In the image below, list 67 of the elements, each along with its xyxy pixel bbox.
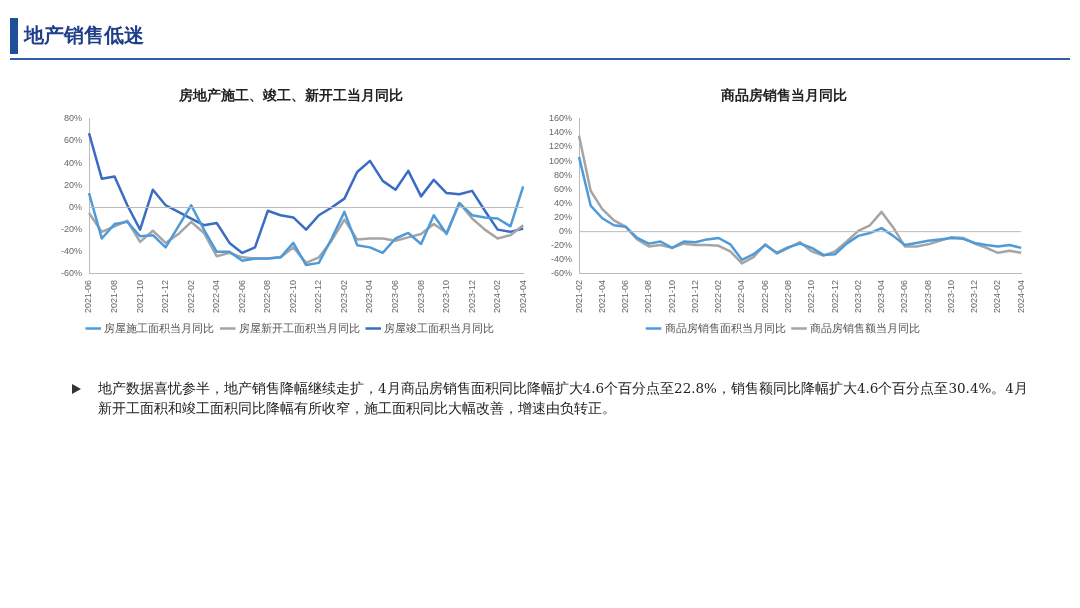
x-tick-label: 2022-10	[806, 279, 817, 313]
x-tick-label: 2021-02	[573, 279, 584, 313]
legend-label: 商品房销售面积当月同比	[664, 321, 786, 334]
text: 地产数据喜忧参半，地产销售降幅继续走扩，4月商品房销售面积同比降幅扩大4.6个百分点至22.8%，销售额同比降幅扩大4.6个百分点至30.4%。4月新开工面积和竣工面积同比降幅有所收窄，施工面积同比大幅改善，增速由负转正。	[98, 379, 1029, 418]
x-tick-label: 2023-02	[852, 279, 863, 313]
y-tick-label: -40%	[60, 246, 83, 257]
chart-title: 商品房销售当月同比	[720, 87, 847, 104]
legend-label: 房屋竣工面积当月同比	[384, 321, 495, 334]
x-tick-label: 2022-08	[262, 279, 273, 313]
x-tick-label: 2024-02	[992, 279, 1003, 313]
y-tick-label: -20%	[551, 240, 573, 251]
legend-label: 商品房销售额当月同比	[810, 321, 920, 334]
chart-title: 房地产施工、竣工、新开工当月同比	[178, 87, 403, 104]
y-tick-label: 60%	[63, 135, 83, 146]
x-tick-label: 2022-06	[236, 279, 247, 313]
x-tick-label: 2022-04	[211, 279, 222, 313]
x-tick-label: 2021-08	[109, 279, 120, 313]
x-tick-label: 2022-12	[313, 279, 324, 313]
y-tick-label: 40%	[63, 157, 83, 168]
x-tick-label: 2023-12	[969, 279, 980, 313]
x-tick-label: 2022-06	[759, 279, 770, 313]
text: 地产销售低迷	[24, 22, 144, 49]
y-tick-label: 20%	[63, 179, 83, 190]
y-tick-label: -60%	[551, 268, 573, 279]
x-tick-label: 2021-04	[596, 279, 607, 313]
x-tick-label: 2021-06	[83, 279, 94, 313]
x-tick-label: 2022-12	[829, 279, 840, 313]
y-tick-label: 100%	[548, 155, 573, 166]
x-tick-label: 2022-10	[287, 279, 298, 313]
x-tick-label: 2024-02	[492, 279, 503, 313]
x-tick-label: 2024-04	[517, 279, 528, 313]
legend-label: 房屋施工面积当月同比	[104, 321, 215, 334]
y-tick-label: -40%	[551, 254, 573, 265]
y-tick-label: 80%	[554, 169, 573, 180]
y-tick-label: 120%	[548, 141, 573, 152]
x-tick-label: 2023-06	[899, 279, 910, 313]
x-tick-label: 2023-12	[466, 279, 477, 313]
x-tick-label: 2023-04	[364, 279, 375, 313]
x-tick-label: 2021-08	[643, 279, 654, 313]
x-tick-label: 2021-06	[620, 279, 631, 313]
x-tick-label: 2022-02	[185, 279, 196, 313]
x-tick-label: 2022-02	[713, 279, 724, 313]
x-tick-label: 2022-08	[782, 279, 793, 313]
x-tick-label: 2021-12	[689, 279, 700, 313]
y-tick-label: 40%	[554, 197, 573, 208]
x-tick-label: 2022-04	[736, 279, 747, 313]
x-tick-label: 2023-10	[441, 279, 452, 313]
legend-label: 房屋新开工面积当月同比	[238, 321, 360, 334]
y-tick-label: 0%	[559, 226, 573, 237]
y-tick-label: 140%	[548, 127, 573, 138]
x-tick-label: 2023-06	[389, 279, 400, 313]
y-tick-label: 60%	[554, 183, 573, 194]
y-tick-label: -60%	[60, 268, 83, 279]
y-tick-label: 0%	[68, 201, 83, 212]
y-tick-label: 20%	[554, 212, 573, 223]
x-tick-label: 2023-04	[876, 279, 887, 313]
x-tick-label: 2023-02	[338, 279, 349, 313]
x-tick-label: 2024-04	[1015, 279, 1026, 313]
x-tick-label: 2021-12	[160, 279, 171, 313]
y-tick-label: 80%	[63, 113, 83, 124]
y-tick-label: 160%	[548, 113, 573, 124]
x-tick-label: 2021-10	[134, 279, 145, 313]
x-tick-label: 2021-10	[666, 279, 677, 313]
x-tick-label: 2023-10	[945, 279, 956, 313]
x-tick-label: 2023-08	[922, 279, 933, 313]
x-tick-label: 2023-08	[415, 279, 426, 313]
y-tick-label: -20%	[60, 224, 83, 235]
